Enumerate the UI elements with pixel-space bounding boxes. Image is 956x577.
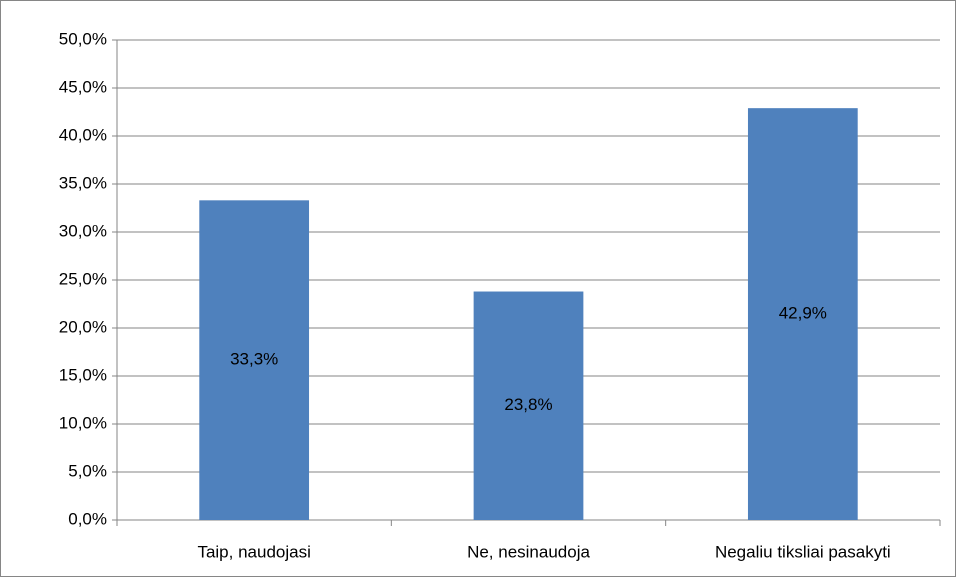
bar — [199, 200, 310, 520]
bar — [747, 108, 858, 520]
x-tick-label: Taip, naudojasi — [197, 542, 310, 561]
data-label: 33,3% — [230, 350, 278, 369]
y-tick-label: 30,0% — [59, 221, 107, 240]
bar — [473, 291, 584, 520]
data-label: 23,8% — [504, 395, 552, 414]
x-tick-label: Negaliu tiksliai pasakyti — [715, 542, 891, 561]
y-tick-label: 45,0% — [59, 77, 107, 96]
y-tick-label: 10,0% — [59, 413, 107, 432]
y-tick-label: 20,0% — [59, 317, 107, 336]
y-tick-label: 35,0% — [59, 173, 107, 192]
y-tick-label: 40,0% — [59, 125, 107, 144]
y-tick-label: 50,0% — [59, 29, 107, 48]
y-tick-label: 0,0% — [68, 509, 107, 528]
y-tick-label: 5,0% — [68, 461, 107, 480]
data-label: 42,9% — [779, 304, 827, 323]
x-tick-label: Ne, nesinaudoja — [467, 542, 590, 561]
y-tick-label: 15,0% — [59, 365, 107, 384]
y-tick-label: 25,0% — [59, 269, 107, 288]
